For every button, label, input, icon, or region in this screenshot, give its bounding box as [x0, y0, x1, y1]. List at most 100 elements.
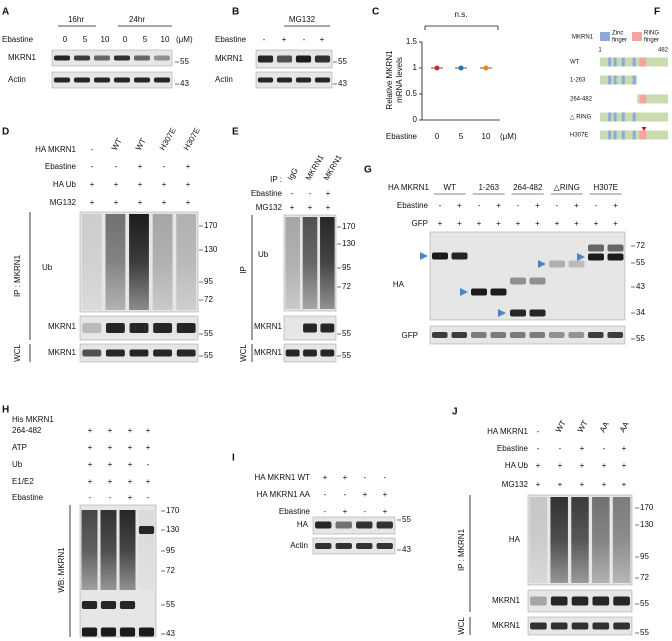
row-label: Ebastine: [12, 493, 44, 502]
group-label: 264-482: [513, 183, 543, 192]
row-label: Ebastine: [2, 35, 34, 44]
y-axis-label: Relative MKRN1: [385, 50, 394, 110]
cell: -: [595, 201, 598, 210]
group-label: △RING: [554, 183, 580, 192]
cell: 5: [83, 35, 88, 44]
row-label: 264-482: [12, 426, 42, 435]
blot: [51, 49, 173, 67]
panel-letter: I: [232, 453, 235, 464]
band: [295, 55, 312, 63]
band: [276, 77, 293, 83]
band: [588, 244, 604, 252]
cell: +: [363, 490, 368, 499]
row-label: Ebastine: [397, 201, 429, 210]
marker: 170: [640, 503, 654, 512]
row-label: MG132: [50, 198, 77, 207]
cell: +: [308, 203, 313, 212]
legend-swatch: [632, 32, 642, 41]
ring-finger: [639, 94, 647, 104]
legend-swatch: [600, 32, 610, 41]
cell: -: [517, 201, 520, 210]
band: [529, 277, 546, 285]
band: [134, 55, 150, 61]
band: [100, 601, 117, 609]
cell: +: [88, 443, 93, 452]
zinc-finger: [608, 112, 612, 122]
marker: 43: [180, 79, 189, 88]
marker: 55: [166, 600, 175, 609]
band: [81, 627, 98, 637]
band: [356, 543, 373, 549]
panel-letter: J: [452, 407, 458, 418]
cell: +: [128, 443, 133, 452]
cell: +: [594, 219, 599, 228]
cell: +: [326, 203, 331, 212]
panel-letter: G: [364, 165, 372, 176]
side-label: IP : MKRN1: [13, 254, 22, 297]
cell: 0: [123, 35, 128, 44]
band: [592, 622, 610, 630]
blot: [312, 516, 396, 535]
cell: +: [128, 426, 133, 435]
band: [607, 253, 624, 261]
zinc-finger: [613, 112, 617, 122]
blot: [312, 537, 396, 555]
cell: +: [128, 460, 133, 469]
row-label: HA MKRN1: [388, 183, 429, 192]
band: [153, 349, 173, 357]
label: (μM): [176, 35, 193, 44]
cell: +: [574, 219, 579, 228]
marker: 55: [640, 628, 649, 637]
domain-bar: [637, 94, 668, 104]
smear: [81, 214, 102, 310]
band: [571, 622, 589, 630]
marker: 95: [204, 277, 213, 286]
cell: +: [88, 477, 93, 486]
band: [114, 55, 130, 61]
cell: +: [622, 480, 627, 489]
cell: -: [309, 189, 312, 198]
panel-letter: C: [372, 7, 379, 18]
cell: +: [613, 219, 618, 228]
row-label: HA MKRN1: [35, 145, 76, 154]
marker: 55: [342, 329, 351, 338]
marker: 72: [342, 282, 351, 291]
band: [451, 332, 468, 338]
band: [490, 288, 507, 296]
label: Actin: [290, 541, 308, 550]
column-header: WT: [554, 419, 568, 434]
construct-label: WT: [570, 60, 580, 66]
domain-bar: [600, 75, 638, 85]
cell: 10: [101, 35, 110, 44]
cell: -: [163, 162, 166, 171]
zinc-finger: [613, 130, 617, 140]
band: [295, 77, 312, 83]
zinc-finger: [632, 57, 636, 67]
cell: +: [383, 490, 388, 499]
arrowhead: [577, 253, 585, 261]
smear: [81, 510, 98, 590]
smear: [129, 214, 149, 310]
group-label: H307E: [594, 183, 618, 192]
marker: 72: [640, 573, 649, 582]
x-tick-label: 10: [482, 132, 491, 141]
band: [376, 543, 393, 549]
zinc-finger: [608, 57, 612, 67]
band: [154, 77, 170, 83]
band: [470, 332, 487, 338]
side-label: IP : MKRN1: [457, 528, 466, 571]
cell: -: [559, 444, 562, 453]
cell: +: [186, 180, 191, 189]
side-label: WCL: [13, 344, 22, 362]
smear: [612, 497, 631, 583]
band: [119, 601, 136, 609]
smear: [320, 217, 335, 309]
smear: [119, 510, 136, 590]
label: MKRN1: [492, 621, 521, 630]
smear: [592, 497, 610, 583]
label: MKRN1: [215, 54, 244, 63]
band: [315, 521, 332, 529]
annotation: n.s.: [455, 10, 468, 19]
smear: [285, 217, 300, 309]
